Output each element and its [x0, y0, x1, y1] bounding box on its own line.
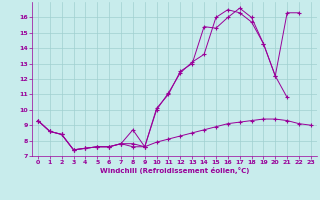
X-axis label: Windchill (Refroidissement éolien,°C): Windchill (Refroidissement éolien,°C) [100, 167, 249, 174]
